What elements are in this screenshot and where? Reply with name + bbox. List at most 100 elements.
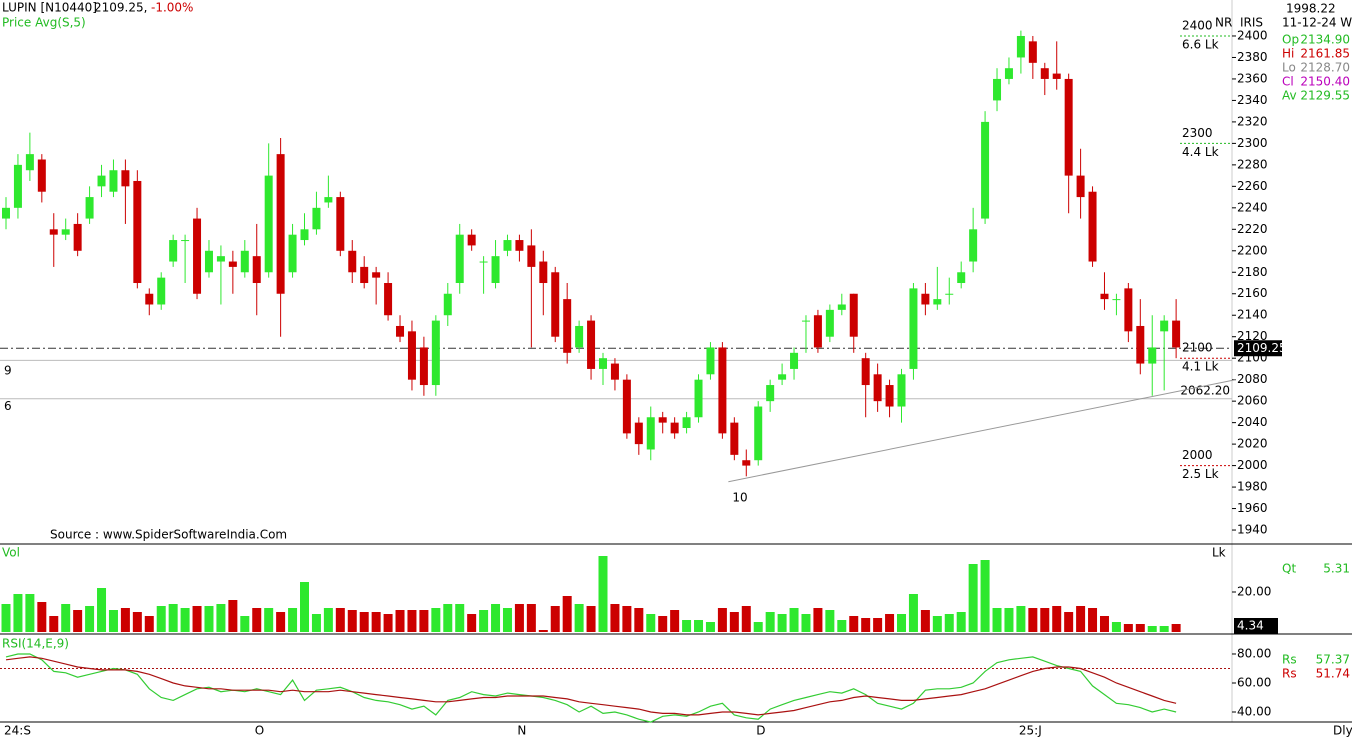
candle-body [264,175,273,273]
profile-volume: 4.4 Lk [1182,145,1219,159]
y-tick-label: 1960 [1237,501,1268,515]
volume-bar [13,594,23,632]
candle-body [396,325,405,337]
volume-bar [574,604,584,632]
y-tick-label: 2220 [1237,222,1268,236]
candle-body [348,250,357,273]
y-tick-label: 2000 [1237,458,1268,472]
candle-body [1124,288,1133,332]
candle-body [957,272,966,284]
volume-bar [837,620,847,632]
candle-body [825,309,834,337]
volume-bar [705,622,715,632]
candle-body [2,207,10,219]
volume-bar [897,614,906,632]
y-tick-label: 2140 [1237,308,1268,322]
volume-bar [717,608,727,632]
rs-value: 57.37 [1316,653,1350,667]
candle-body [993,78,1002,101]
candle-body [1172,320,1181,348]
volume-unit: Lk [1212,546,1226,560]
volume-bar [562,596,572,632]
volume-bar [276,612,286,632]
volume-bar [479,610,489,632]
candle-body [61,229,70,235]
volume-bar [526,604,536,632]
volume-bar [944,614,954,632]
last-price: 2109.25, [94,1,147,15]
candle-body [13,164,22,208]
y-tick-label: 2040 [1237,415,1268,429]
candle-body [1028,41,1037,63]
volume-bar [335,608,345,632]
volume-bar [765,612,775,632]
candle-body [575,325,584,348]
candle-body [252,256,261,284]
candle-body [921,293,930,305]
candle-body [527,245,536,267]
volume-bar [383,614,393,632]
candle-body [491,256,500,284]
candle-body [467,234,476,246]
y-tick-label: 2400 [1237,28,1268,42]
volume-bar [634,608,644,632]
qt-label: Qt [1282,562,1296,576]
volume-bar [932,616,942,632]
info-label: Op [1282,33,1299,47]
candle-body [384,283,393,316]
volume-bar [431,608,441,632]
volume-bar [491,604,501,632]
candle-body [73,223,82,251]
candle-body [563,299,572,353]
candle-body [479,261,488,263]
volume-bar [252,608,262,632]
candle-body [240,250,249,273]
info-value: 2161.85 [1300,47,1350,61]
volume-bar [455,604,465,632]
volume-bar [694,620,704,632]
candle-body [742,460,751,466]
candle-body [801,320,810,322]
y-tick-label: 2240 [1237,200,1268,214]
y-tick-label: 2320 [1237,114,1268,128]
volume-bar [992,608,1002,632]
candle-body [37,159,46,192]
volume-bar [1159,626,1169,632]
candle-body [622,379,631,434]
profile-price: 2100 [1182,341,1213,355]
candle-body [85,197,94,219]
x-tick-label: O [255,724,264,738]
candle-body [216,256,225,262]
y-tick-label: 2080 [1237,372,1268,386]
volume-bar [1099,616,1109,632]
candle-body [121,170,130,187]
rsi-line [5,656,1177,716]
candle-body [372,272,381,278]
candle-body [276,154,285,294]
y-tick-label: 1940 [1237,523,1268,537]
volume-bar [849,616,859,632]
annotation: 9 [4,364,12,378]
profile-price: 2300 [1182,126,1213,140]
info-value: 2134.90 [1300,33,1350,47]
candle-body [718,347,727,434]
volume-bar [25,594,35,632]
volume-bar [622,606,632,632]
volume-bar [1171,624,1181,632]
candle-body [1052,73,1061,79]
x-tick-label: N [517,724,526,738]
volume-bar [216,604,226,632]
indicator-name: Price Avg(S,5) [2,16,86,30]
candle-body [300,229,309,241]
candle-body [730,422,739,455]
volume-bar [729,612,739,632]
volume-bar [825,610,835,632]
volume-bar [73,610,83,632]
y-tick-label: 40.00 [1237,704,1271,718]
y-tick-label: 2160 [1237,286,1268,300]
candle-body [909,288,918,369]
y-tick-label: 2020 [1237,437,1268,451]
volume-bar [204,606,214,632]
volume-bar [598,556,608,632]
